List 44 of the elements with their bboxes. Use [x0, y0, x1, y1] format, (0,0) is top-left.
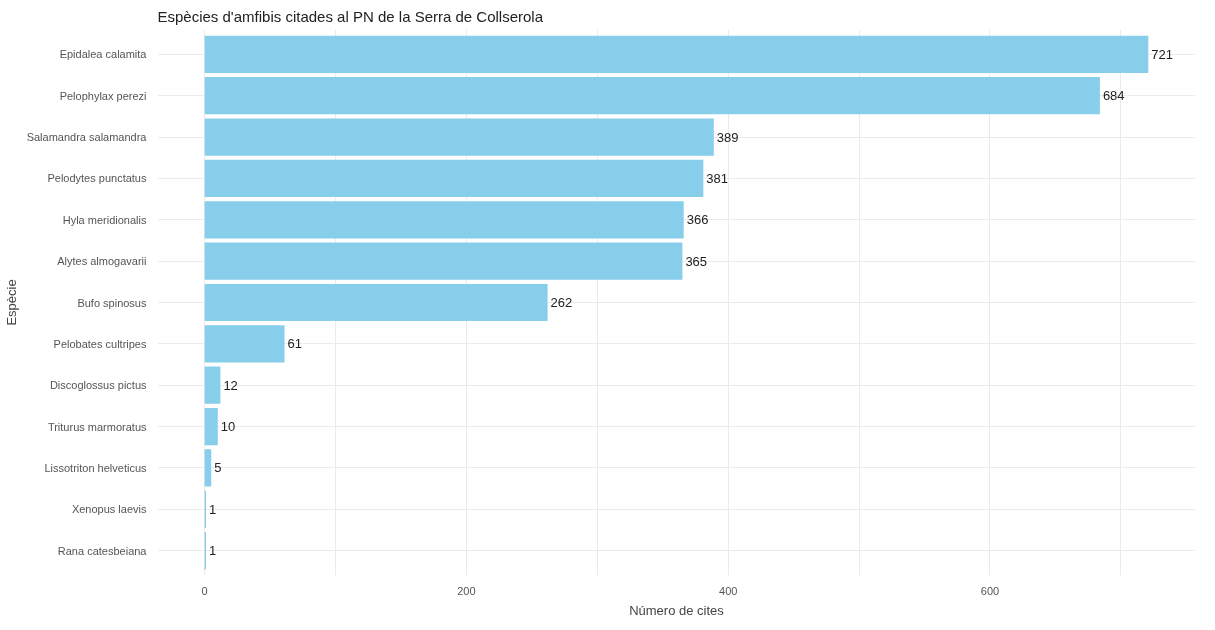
y-tick-label: Hyla meridionalis — [62, 213, 147, 226]
bar — [204, 366, 221, 404]
x-tick-label: 200 — [457, 584, 476, 597]
bar — [204, 407, 218, 446]
bar — [204, 201, 684, 239]
data-label: 1 — [208, 501, 217, 517]
y-tick-label: Triturus marmoratus — [47, 420, 147, 433]
data-label: 1 — [208, 543, 217, 559]
data-label: 61 — [287, 336, 302, 352]
y-tick-label: Epidalea calamita — [59, 48, 148, 61]
data-label: 5 — [214, 460, 222, 476]
bar — [204, 35, 1149, 73]
data-label: 721 — [1151, 46, 1174, 62]
data-label: 12 — [223, 377, 238, 393]
data-label: 365 — [685, 253, 708, 269]
y-tick-label: Bufo spinosus — [77, 296, 147, 309]
y-tick-label: Pelobates cultripes — [53, 337, 147, 350]
chart-title: Espècies d'amfibis citades al PN de la Serra de Collserola — [157, 7, 544, 25]
bar — [204, 118, 714, 156]
x-axis-title: Número de cites — [629, 602, 725, 618]
bar — [204, 325, 285, 363]
data-label: 381 — [706, 170, 729, 186]
data-label: 366 — [686, 212, 709, 228]
bar — [204, 159, 704, 198]
y-tick-label: Pelophylax perezi — [59, 89, 147, 102]
y-tick-label: Salamandra salamandra — [26, 131, 148, 144]
bar — [204, 77, 1100, 115]
bar — [204, 283, 548, 322]
x-tick-label: 600 — [980, 584, 1000, 597]
y-tick-label: Lissotriton helveticus — [44, 461, 147, 474]
y-tick-label: Rana catesbeiana — [57, 544, 148, 557]
data-label: 684 — [1102, 88, 1125, 104]
y-axis-title: Espècie — [3, 279, 19, 326]
y-tick-label: Alytes almogavarii — [57, 255, 147, 268]
y-tick-label: Discoglossus pictus — [49, 379, 147, 392]
data-label: 10 — [220, 419, 236, 435]
x-tick-label: 0 — [201, 584, 208, 597]
bar — [204, 242, 683, 280]
data-label: 262 — [550, 295, 573, 310]
bar — [204, 449, 212, 487]
x-tick-label: 400 — [719, 584, 738, 597]
y-tick-label: Pelodytes punctatus — [47, 172, 147, 185]
y-tick-label: Xenopus laevis — [71, 503, 147, 516]
data-label: 389 — [716, 129, 739, 145]
